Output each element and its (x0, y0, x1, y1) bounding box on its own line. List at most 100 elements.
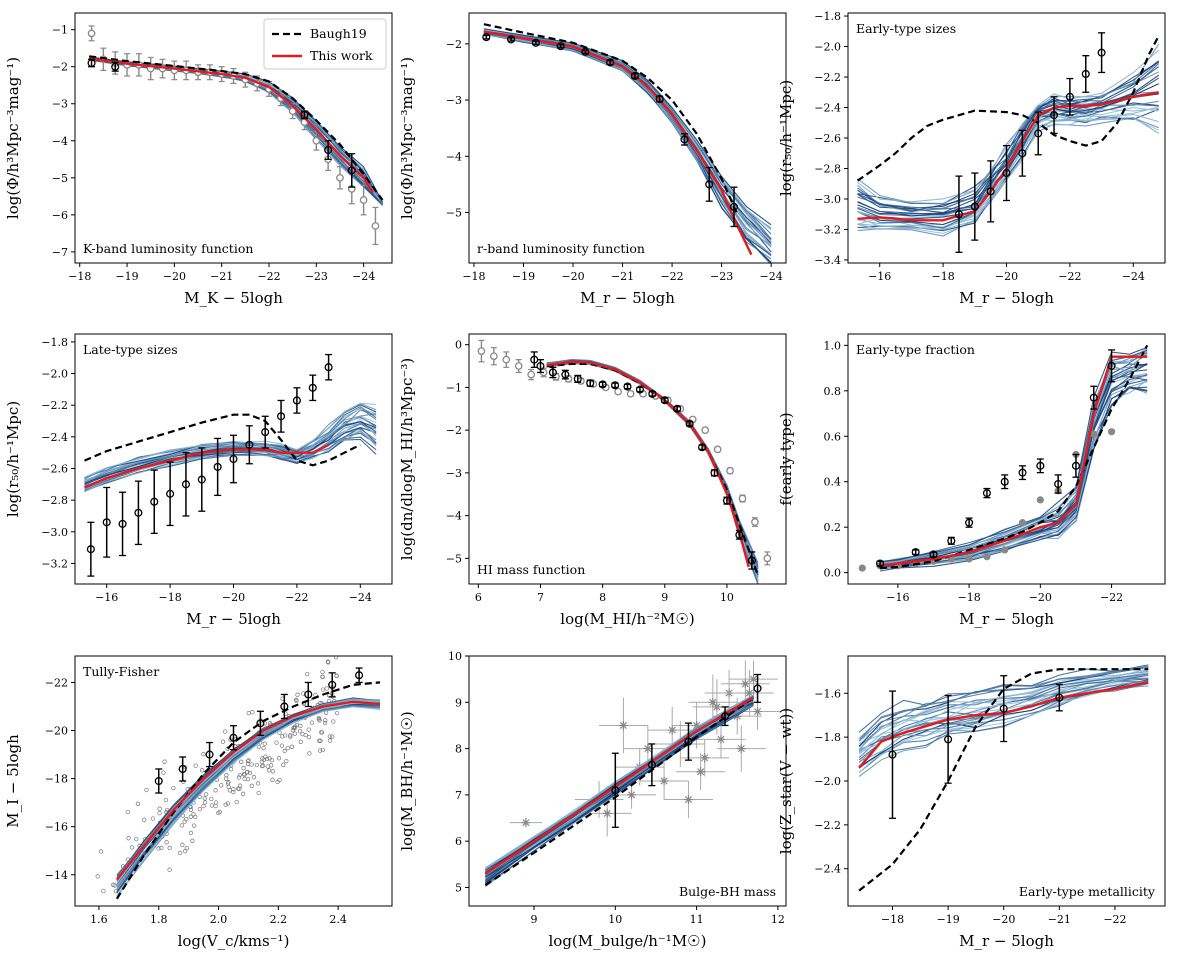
observed-data-point (999, 675, 1008, 743)
x-tick-label: −20 (561, 270, 584, 283)
tf-scatter-point (256, 744, 262, 750)
tf-scatter-point (330, 734, 335, 739)
x-tick-label: 2.4 (329, 913, 347, 926)
observed-data-point (1054, 474, 1063, 494)
x-tick-label: −24 (760, 270, 783, 283)
grey-data-point (639, 389, 647, 398)
observed-data-point (261, 415, 270, 449)
observed-data-point (205, 741, 214, 768)
tf-scatter-point (305, 671, 310, 677)
observed-data-point (598, 380, 607, 389)
y-tick-label: −2.2 (41, 399, 68, 412)
grey-data-point (514, 359, 523, 374)
x-tick-label: −18 (68, 270, 91, 283)
model-line (858, 681, 1149, 763)
observed-data-point (753, 673, 762, 703)
tf-scatter-point (318, 738, 323, 743)
observed-data-point (581, 47, 590, 56)
grey-data-point (87, 25, 96, 42)
observed-data-point (970, 172, 979, 241)
observed-data-point (531, 38, 540, 47)
model-line (84, 405, 377, 479)
tf-scatter-point (317, 748, 323, 753)
x-axis-label: M_r − 5logh (959, 289, 1054, 307)
tf-scatter-point (254, 762, 260, 768)
observed-data-point (611, 381, 620, 390)
plot-frame (468, 333, 787, 585)
x-tick-label: −19 (115, 270, 138, 283)
tf-scatter-point (268, 763, 274, 768)
chart-kband: −18 −19 −20 −21 −22 −23 −24 −1 −2 −3 −4 −5 −6 −7 M_K −… (4, 12, 393, 307)
tf-scatter-point (126, 836, 131, 841)
tf-scatter-point (277, 777, 282, 783)
observed-data-point (1002, 144, 1011, 202)
y-tick-label: −2 (446, 38, 462, 51)
bh-data-point (509, 818, 543, 828)
tf-scatter-point (303, 732, 308, 738)
x-tick-label: −24 (352, 270, 375, 283)
x-tick-label: 6 (475, 591, 482, 604)
panel-title: Tully-Fisher (83, 664, 159, 679)
y-tick-label: −3 (446, 94, 462, 107)
tf-scatter-point (111, 882, 116, 887)
observed-data-point (1055, 683, 1064, 712)
tf-scatter-point (320, 674, 325, 679)
tf-scatter-point (247, 770, 253, 776)
y-tick-label: −1 (52, 24, 68, 37)
observed-data-point (556, 42, 565, 51)
x-axis-label: M_K − 5logh (184, 289, 283, 307)
model-line (116, 698, 381, 883)
model-line (89, 58, 383, 205)
tf-scatter-point (262, 721, 267, 726)
y-tick-label: 8 (455, 743, 462, 756)
observed-data-point (623, 382, 632, 391)
x-tick-label: −21 (611, 270, 634, 283)
x-tick-label: −20 (1029, 591, 1052, 604)
observed-data-point (929, 550, 938, 559)
model-line (116, 704, 381, 894)
grey-data-point (477, 339, 486, 363)
x-tick-label: −24 (349, 591, 372, 604)
grey-data-point (527, 368, 536, 381)
tf-scatter-point (213, 788, 218, 793)
y-tick-label: 0.0 (824, 567, 842, 580)
tf-scatter-point (95, 874, 100, 879)
panel-title: Early-type metallicity (1019, 884, 1156, 899)
x-tick-label: −16 (95, 591, 118, 604)
y-tick-label: −2.0 (814, 41, 841, 54)
grey-data-point (1001, 546, 1009, 554)
tf-scatter-point (334, 673, 339, 679)
tf-scatter-point (333, 656, 339, 660)
chart-bulgebh: 9 10 11 12 5 6 7 8 9 10 log(M_bulge/h⁻¹M☉) log(M_BH… (398, 651, 787, 950)
this-work-line (484, 696, 755, 875)
tf-scatter-point (256, 790, 261, 796)
observed-data-point (729, 186, 739, 228)
tf-scatter-point (274, 740, 279, 745)
observed-data-point (347, 153, 356, 188)
this-work-line (879, 355, 1148, 567)
model-line (116, 705, 381, 893)
y-tick-label: −16 (45, 821, 68, 834)
tf-scatter-point (157, 810, 162, 816)
x-tick-label: −21 (210, 270, 233, 283)
model-line (89, 59, 383, 206)
tf-scatter-point (164, 840, 169, 845)
y-tick-label: −3.0 (814, 193, 841, 206)
observed-data-point (685, 419, 694, 428)
panel-title: HI mass function (477, 562, 585, 577)
model-line (483, 28, 772, 230)
tf-scatter-point (250, 710, 255, 715)
x-tick-label: 12 (771, 913, 785, 926)
observed-data-point (647, 743, 656, 787)
model-line (857, 43, 1160, 204)
panel-title: r-band luminosity function (477, 241, 645, 256)
y-tick-label: 6 (455, 835, 462, 848)
observed-data-point (876, 559, 885, 568)
x-tick-label: −18 (931, 270, 954, 283)
observed-data-point (355, 667, 364, 684)
x-tick-label: −21 (1048, 913, 1071, 926)
observed-data-point (1065, 77, 1074, 116)
tf-scatter-point (157, 806, 162, 811)
y-tick-label: −1.8 (41, 336, 68, 349)
tf-scatter-point (245, 776, 251, 782)
